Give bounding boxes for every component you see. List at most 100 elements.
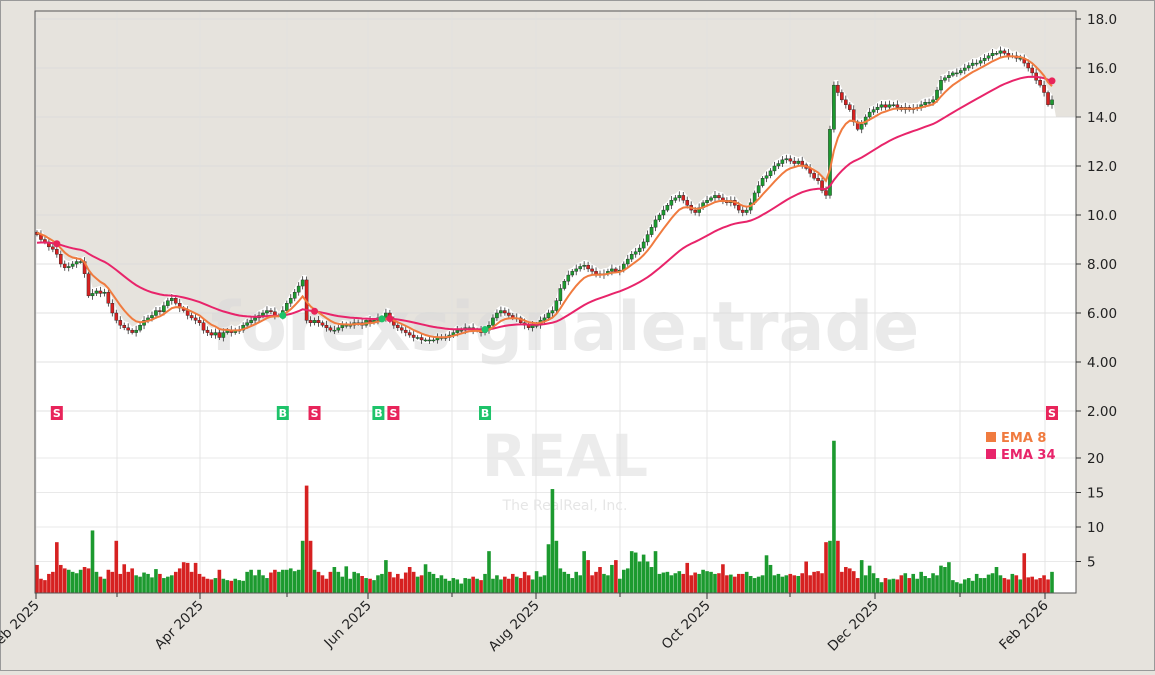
volume-bar xyxy=(832,440,836,593)
volume-bar xyxy=(867,565,872,593)
candle-body xyxy=(507,312,511,316)
candle-body xyxy=(582,265,586,267)
volume-bar xyxy=(170,575,174,593)
volume-bar xyxy=(265,578,269,593)
volume-bar xyxy=(633,552,638,593)
candle-body xyxy=(998,50,1003,54)
candle-body xyxy=(681,195,686,201)
volume-bar xyxy=(300,540,305,593)
volume-bar xyxy=(606,575,610,593)
volume-bar xyxy=(982,578,987,593)
candle-body xyxy=(824,190,828,196)
candle-body xyxy=(407,332,412,336)
signal-label: S xyxy=(53,407,61,420)
volume-bar xyxy=(479,580,483,593)
volume-bar xyxy=(336,571,341,593)
candle-body xyxy=(713,195,717,199)
volume-bar xyxy=(197,573,202,593)
candle-body xyxy=(130,329,134,333)
candle-body xyxy=(978,60,983,64)
candle-body xyxy=(336,327,341,331)
plot-frame xyxy=(34,10,1077,594)
candle-body xyxy=(629,253,634,260)
volume-bar xyxy=(407,567,412,593)
volume-bar xyxy=(740,573,745,593)
candle-body xyxy=(990,53,995,56)
volume-bar xyxy=(384,560,388,593)
candle-body xyxy=(661,209,666,216)
candle-body xyxy=(74,261,79,265)
volume-bar xyxy=(201,576,206,593)
volume-bar xyxy=(447,580,452,593)
volume-bar xyxy=(328,571,333,593)
ema-34-line xyxy=(36,75,1053,331)
right-axis: 2.00 4.00 6.00 8.00 10.0 12.0 14.0 16.0 18.0 5 10 1… xyxy=(1076,12,1117,571)
candle-body xyxy=(844,99,848,105)
signal-label: B xyxy=(374,407,382,420)
volume-bar xyxy=(614,560,618,593)
candle-body xyxy=(927,102,931,104)
price-tick-label: 16.0 xyxy=(1087,61,1117,77)
candle-body xyxy=(1026,62,1031,69)
candle-body xyxy=(1002,50,1007,54)
volume-bar xyxy=(507,578,511,593)
candle-body xyxy=(570,271,575,276)
signal-label: S xyxy=(1048,407,1056,420)
volume-bar xyxy=(725,575,729,593)
volume-bar xyxy=(185,562,190,593)
volume-bar xyxy=(467,578,471,593)
volume-bar xyxy=(705,571,709,593)
volume-bar xyxy=(618,578,622,593)
candle-body xyxy=(931,99,935,103)
volume-bar xyxy=(681,573,686,593)
candle-body xyxy=(590,268,594,272)
candle-body xyxy=(58,253,63,265)
volume-bar xyxy=(665,571,670,593)
candle-body xyxy=(213,332,218,336)
volume-bar xyxy=(693,572,697,593)
candle-body xyxy=(431,339,436,342)
volume-bar xyxy=(348,578,353,593)
volume-bar xyxy=(90,530,95,593)
candle-body xyxy=(709,197,713,201)
candle-body xyxy=(871,109,876,113)
volume-bar xyxy=(578,575,582,593)
volume-bar xyxy=(530,579,535,593)
candle-body xyxy=(328,327,333,331)
volume-bar xyxy=(308,540,313,593)
candle-body xyxy=(677,195,682,199)
candle-body xyxy=(705,200,709,203)
candle-body xyxy=(974,62,979,65)
volume-bar xyxy=(677,571,682,593)
candle-body xyxy=(1042,84,1046,93)
volume-bar xyxy=(887,579,892,593)
volume-bar xyxy=(645,561,650,593)
volume-bar xyxy=(594,571,598,593)
candle-body xyxy=(396,325,400,328)
volume-tick-label: 5 xyxy=(1087,555,1096,571)
candle-body xyxy=(106,291,111,304)
volume-bar xyxy=(463,578,468,593)
volume-bar xyxy=(598,567,602,593)
volume-bar xyxy=(483,573,487,593)
candle-body xyxy=(170,298,174,301)
volume-bar xyxy=(55,542,59,593)
volume-bar xyxy=(752,578,757,593)
volume-bar xyxy=(269,572,273,593)
volume-bar xyxy=(709,571,713,593)
volume-bar xyxy=(764,555,769,593)
candle-body xyxy=(717,195,721,199)
price-tick-label: 4.00 xyxy=(1087,355,1117,371)
volume-bar xyxy=(891,578,896,593)
candle-body xyxy=(173,298,178,304)
volume-bar xyxy=(847,568,852,593)
candle-body xyxy=(768,170,773,176)
candle-body xyxy=(296,285,301,293)
volume-bar xyxy=(911,573,916,593)
candle-body xyxy=(812,173,816,179)
volume-bar xyxy=(122,564,127,593)
volume-bar xyxy=(324,578,329,593)
volume-bar xyxy=(697,573,701,593)
candle-body xyxy=(610,268,614,272)
volume-bar xyxy=(368,578,372,593)
